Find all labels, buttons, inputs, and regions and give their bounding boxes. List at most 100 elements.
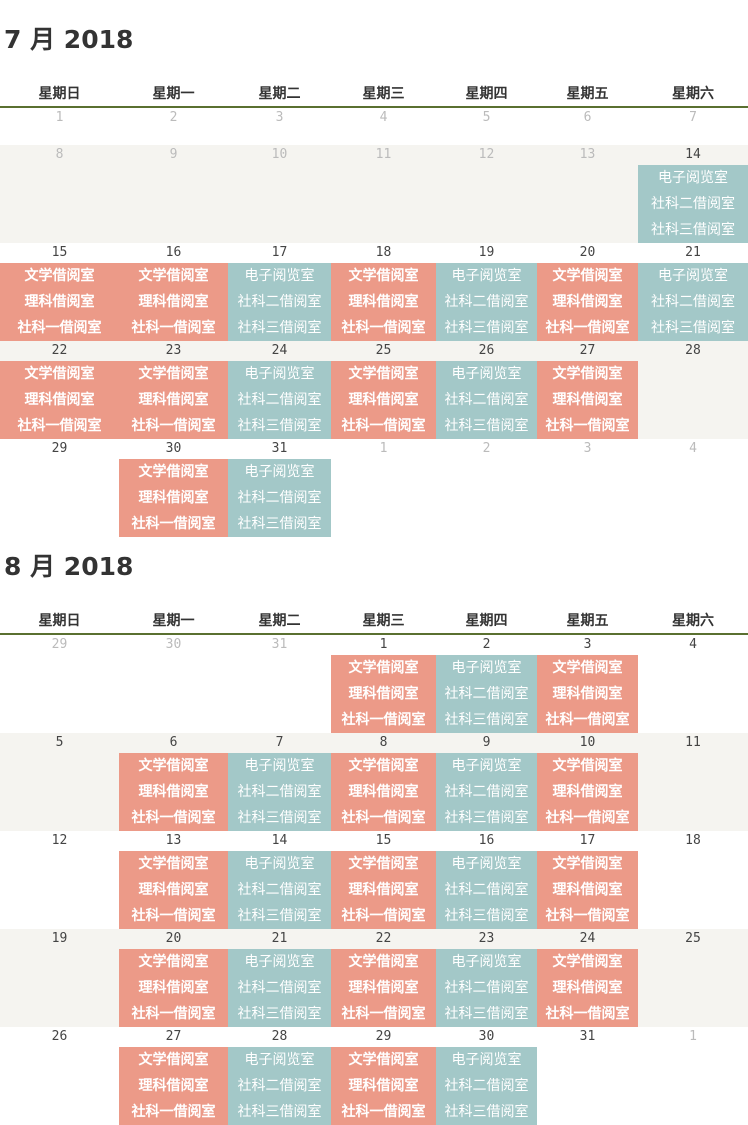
day-cell[interactable]: 6 文学借阅室 理科借阅室 社科一借阅室 — [119, 733, 228, 831]
event-block[interactable]: 文学借阅室 理科借阅室 社科一借阅室 — [119, 949, 228, 1027]
day-cell[interactable]: 4 — [638, 439, 748, 537]
day-cell[interactable]: 18 文学借阅室 理科借阅室 社科一借阅室 — [331, 243, 436, 341]
day-cell[interactable]: 1 文学借阅室 理科借阅室 社科一借阅室 — [331, 634, 436, 733]
day-cell[interactable]: 9 — [119, 145, 228, 243]
day-cell[interactable]: 17 电子阅览室 社科二借阅室 社科三借阅室 — [228, 243, 331, 341]
day-cell[interactable]: 13 — [537, 145, 638, 243]
day-cell[interactable]: 13 文学借阅室 理科借阅室 社科一借阅室 — [119, 831, 228, 929]
event-block[interactable]: 电子阅览室 社科二借阅室 社科三借阅室 — [436, 361, 537, 439]
event-block[interactable]: 电子阅览室 社科二借阅室 社科三借阅室 — [228, 753, 331, 831]
event-block[interactable]: 电子阅览室 社科二借阅室 社科三借阅室 — [436, 1047, 537, 1125]
event-block[interactable]: 文学借阅室 理科借阅室 社科一借阅室 — [331, 753, 436, 831]
event-block[interactable]: 电子阅览室 社科二借阅室 社科三借阅室 — [436, 949, 537, 1027]
event-block[interactable]: 文学借阅室 理科借阅室 社科一借阅室 — [537, 655, 638, 733]
day-cell[interactable]: 28 — [638, 341, 748, 439]
event-block[interactable]: 文学借阅室 理科借阅室 社科一借阅室 — [331, 851, 436, 929]
day-cell[interactable]: 8 文学借阅室 理科借阅室 社科一借阅室 — [331, 733, 436, 831]
day-cell[interactable]: 12 — [436, 145, 537, 243]
event-block[interactable]: 电子阅览室 社科二借阅室 社科三借阅室 — [436, 851, 537, 929]
day-cell[interactable]: 4 — [638, 634, 748, 733]
day-cell[interactable]: 7 — [638, 107, 748, 145]
day-cell[interactable]: 6 — [537, 107, 638, 145]
event-block[interactable]: 电子阅览室 社科二借阅室 社科三借阅室 — [228, 949, 331, 1027]
day-cell[interactable]: 27 文学借阅室 理科借阅室 社科一借阅室 — [119, 1027, 228, 1125]
day-cell[interactable]: 1 — [331, 439, 436, 537]
event-block[interactable]: 电子阅览室 社科二借阅室 社科三借阅室 — [228, 361, 331, 439]
day-cell[interactable]: 9 电子阅览室 社科二借阅室 社科三借阅室 — [436, 733, 537, 831]
day-cell[interactable]: 31 — [537, 1027, 638, 1125]
day-cell[interactable]: 3 — [537, 439, 638, 537]
event-block[interactable]: 文学借阅室 理科借阅室 社科一借阅室 — [119, 851, 228, 929]
day-cell[interactable]: 19 — [0, 929, 119, 1027]
day-cell[interactable]: 4 — [331, 107, 436, 145]
event-block[interactable]: 文学借阅室 理科借阅室 社科一借阅室 — [119, 753, 228, 831]
day-cell[interactable]: 23 文学借阅室 理科借阅室 社科一借阅室 — [119, 341, 228, 439]
day-cell[interactable]: 24 电子阅览室 社科二借阅室 社科三借阅室 — [228, 341, 331, 439]
day-cell[interactable]: 3 文学借阅室 理科借阅室 社科一借阅室 — [537, 634, 638, 733]
day-cell[interactable]: 30 电子阅览室 社科二借阅室 社科三借阅室 — [436, 1027, 537, 1125]
event-block[interactable]: 电子阅览室 社科二借阅室 社科三借阅室 — [436, 655, 537, 733]
event-block[interactable]: 文学借阅室 理科借阅室 社科一借阅室 — [119, 361, 228, 439]
day-cell[interactable]: 25 文学借阅室 理科借阅室 社科一借阅室 — [331, 341, 436, 439]
day-cell[interactable]: 1 — [0, 107, 119, 145]
day-cell[interactable]: 24 文学借阅室 理科借阅室 社科一借阅室 — [537, 929, 638, 1027]
day-cell[interactable]: 25 — [638, 929, 748, 1027]
day-cell[interactable]: 15 文学借阅室 理科借阅室 社科一借阅室 — [331, 831, 436, 929]
day-cell[interactable]: 18 — [638, 831, 748, 929]
day-cell[interactable]: 14 电子阅览室 社科二借阅室 社科三借阅室 — [228, 831, 331, 929]
day-cell[interactable]: 7 电子阅览室 社科二借阅室 社科三借阅室 — [228, 733, 331, 831]
event-block[interactable]: 电子阅览室 社科二借阅室 社科三借阅室 — [228, 263, 331, 341]
day-cell[interactable]: 27 文学借阅室 理科借阅室 社科一借阅室 — [537, 341, 638, 439]
day-cell[interactable]: 14 电子阅览室 社科二借阅室 社科三借阅室 — [638, 145, 748, 243]
event-block[interactable]: 电子阅览室 社科二借阅室 社科三借阅室 — [436, 263, 537, 341]
day-cell[interactable]: 11 — [331, 145, 436, 243]
event-block[interactable]: 电子阅览室 社科二借阅室 社科三借阅室 — [228, 1047, 331, 1125]
day-cell[interactable]: 20 文学借阅室 理科借阅室 社科一借阅室 — [537, 243, 638, 341]
day-cell[interactable]: 22 文学借阅室 理科借阅室 社科一借阅室 — [0, 341, 119, 439]
event-block[interactable]: 文学借阅室 理科借阅室 社科一借阅室 — [331, 949, 436, 1027]
day-cell[interactable]: 10 — [228, 145, 331, 243]
day-cell[interactable]: 12 — [0, 831, 119, 929]
day-cell[interactable]: 30 文学借阅室 理科借阅室 社科一借阅室 — [119, 439, 228, 537]
day-cell[interactable]: 31 电子阅览室 社科二借阅室 社科三借阅室 — [228, 439, 331, 537]
event-block[interactable]: 文学借阅室 理科借阅室 社科一借阅室 — [331, 655, 436, 733]
day-cell[interactable]: 21 电子阅览室 社科二借阅室 社科三借阅室 — [228, 929, 331, 1027]
event-block[interactable]: 文学借阅室 理科借阅室 社科一借阅室 — [537, 753, 638, 831]
day-cell[interactable]: 26 电子阅览室 社科二借阅室 社科三借阅室 — [436, 341, 537, 439]
day-cell[interactable]: 8 — [0, 145, 119, 243]
event-block[interactable]: 文学借阅室 理科借阅室 社科一借阅室 — [0, 361, 119, 439]
day-cell[interactable]: 28 电子阅览室 社科二借阅室 社科三借阅室 — [228, 1027, 331, 1125]
day-cell[interactable]: 2 — [436, 439, 537, 537]
day-cell[interactable]: 22 文学借阅室 理科借阅室 社科一借阅室 — [331, 929, 436, 1027]
day-cell[interactable]: 5 — [0, 733, 119, 831]
event-block[interactable]: 文学借阅室 理科借阅室 社科一借阅室 — [119, 459, 228, 537]
day-cell[interactable]: 23 电子阅览室 社科二借阅室 社科三借阅室 — [436, 929, 537, 1027]
day-cell[interactable]: 26 — [0, 1027, 119, 1125]
event-block[interactable]: 文学借阅室 理科借阅室 社科一借阅室 — [119, 263, 228, 341]
event-block[interactable]: 电子阅览室 社科二借阅室 社科三借阅室 — [436, 753, 537, 831]
event-block[interactable]: 电子阅览室 社科二借阅室 社科三借阅室 — [228, 459, 331, 537]
day-cell[interactable]: 20 文学借阅室 理科借阅室 社科一借阅室 — [119, 929, 228, 1027]
event-block[interactable]: 文学借阅室 理科借阅室 社科一借阅室 — [331, 263, 436, 341]
day-cell[interactable]: 5 — [436, 107, 537, 145]
event-block[interactable]: 电子阅览室 社科二借阅室 社科三借阅室 — [228, 851, 331, 929]
event-block[interactable]: 文学借阅室 理科借阅室 社科一借阅室 — [537, 851, 638, 929]
day-cell[interactable]: 10 文学借阅室 理科借阅室 社科一借阅室 — [537, 733, 638, 831]
event-block[interactable]: 文学借阅室 理科借阅室 社科一借阅室 — [119, 1047, 228, 1125]
event-block[interactable]: 电子阅览室 社科二借阅室 社科三借阅室 — [638, 165, 748, 243]
event-block[interactable]: 文学借阅室 理科借阅室 社科一借阅室 — [537, 361, 638, 439]
day-cell[interactable]: 1 — [638, 1027, 748, 1125]
event-block[interactable]: 文学借阅室 理科借阅室 社科一借阅室 — [331, 1047, 436, 1125]
day-cell[interactable]: 31 — [228, 634, 331, 733]
day-cell[interactable]: 16 电子阅览室 社科二借阅室 社科三借阅室 — [436, 831, 537, 929]
day-cell[interactable]: 2 电子阅览室 社科二借阅室 社科三借阅室 — [436, 634, 537, 733]
day-cell[interactable]: 29 — [0, 634, 119, 733]
day-cell[interactable]: 2 — [119, 107, 228, 145]
day-cell[interactable]: 19 电子阅览室 社科二借阅室 社科三借阅室 — [436, 243, 537, 341]
day-cell[interactable]: 17 文学借阅室 理科借阅室 社科一借阅室 — [537, 831, 638, 929]
day-cell[interactable]: 16 文学借阅室 理科借阅室 社科一借阅室 — [119, 243, 228, 341]
day-cell[interactable]: 30 — [119, 634, 228, 733]
event-block[interactable]: 文学借阅室 理科借阅室 社科一借阅室 — [0, 263, 119, 341]
event-block[interactable]: 文学借阅室 理科借阅室 社科一借阅室 — [537, 949, 638, 1027]
day-cell[interactable]: 29 文学借阅室 理科借阅室 社科一借阅室 — [331, 1027, 436, 1125]
